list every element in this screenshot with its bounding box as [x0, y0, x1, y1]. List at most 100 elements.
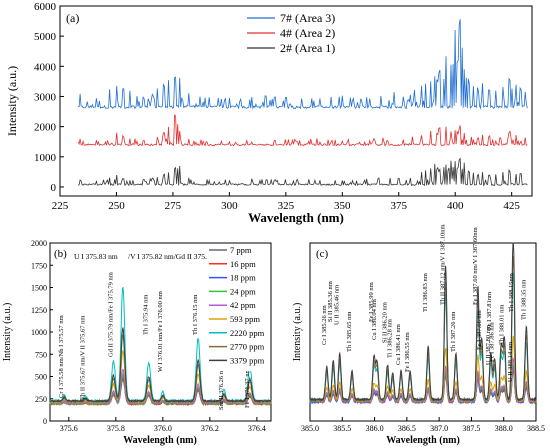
- panel-a-ytick-label: 2000: [34, 122, 57, 134]
- panel-b-xtick-label: 375.6: [60, 424, 78, 433]
- panel-b-legend: 7 ppm 16 ppm 18 ppm 24 ppm 42 ppm 593 ppm 2220…: [207, 244, 270, 371]
- panel-c-annotation: U II 388.14 nm: [507, 342, 514, 382]
- panel-a-xtick-label: 300: [221, 200, 238, 212]
- panel-b: (b) 375.6 375.8 376.0 376.2 376.4 0 250 500 750 1…: [2, 239, 272, 446]
- panel-a-ytick-label: 1000: [34, 152, 57, 164]
- panel-c-annotation: Ti I 386.28 nm: [387, 319, 394, 358]
- panel-b-annotation: Th I 375.94 nm: [143, 295, 150, 335]
- panel-b-ytick-label: 750: [35, 350, 47, 359]
- panel-c-xtick-label: 387.0: [430, 424, 448, 433]
- panel-a-frame: [59, 5, 533, 197]
- panel-c-xlabel: Wavelength (nm): [386, 435, 460, 446]
- panel-c-annotation: U II 387.80 nm: [485, 325, 492, 365]
- panel-b-annotation: Th II 375.67 nm/V II 375.67 nm: [79, 316, 86, 400]
- panel-a-xtick-label: 425: [503, 200, 520, 212]
- panel-b-annotation: Fe I 376.37 nm: [244, 368, 251, 408]
- panel-b-xtick-label: 375.8: [107, 424, 125, 433]
- panel-c-annotation: Fe I 385.99 nm: [368, 282, 375, 322]
- panel-c-label: (c): [316, 248, 329, 260]
- panel-c-xtick-label: 388.5: [527, 424, 545, 433]
- panel-a-legend: 7# (Area 3)4# (Area 2)2# (Area 1): [247, 11, 335, 55]
- panel-a: (a) 225 250 275 300 325 350 375 400 425 0 1000 2000…: [5, 1, 533, 225]
- panel-a-xtick-label: 375: [391, 200, 408, 212]
- panel-b-xtick-label: 376.4: [248, 424, 266, 433]
- panel-a-legend-label: 2# (Area 1): [280, 41, 335, 55]
- panel-c-xtick-label: 388.0: [495, 424, 513, 433]
- panel-a-xtick-label: 350: [334, 200, 351, 212]
- panel-a-ytick-label: 6000: [34, 1, 57, 13]
- panel-b-ytick-label: 1500: [31, 284, 47, 293]
- panel-a-xtick-label: 275: [165, 200, 182, 212]
- panel-b-series: [49, 287, 272, 407]
- spectrum-line: [309, 242, 537, 403]
- panel-a-legend-label: 4# (Area 2): [280, 26, 335, 40]
- panel-b-legend-label: 2770 ppm: [230, 342, 265, 352]
- panel-b-xlabel: Wavelength (nm): [123, 435, 197, 446]
- panel-c-xtick-label: 385.5: [333, 424, 351, 433]
- panel-b-legend-label: 16 ppm: [230, 259, 256, 269]
- panel-c-annotation: Th I 385.65 nm: [346, 312, 353, 352]
- panel-b-legend-bg: [207, 244, 270, 371]
- spectrum-line: [309, 364, 537, 405]
- panel-c-annotation: Fe I 387.66 nm: [476, 310, 483, 350]
- panel-b-xtick-label: 376.0: [154, 424, 172, 433]
- panel-c-annotation: Ti I 386.83 nm: [422, 273, 429, 312]
- panel-b-ytick-label: 250: [35, 395, 47, 404]
- panel-a-ytick-label: 3000: [34, 91, 57, 103]
- panel-c-annotation: Th I 387.26 nm: [450, 312, 457, 352]
- panel-a-axes: 225 250 275 300 325 350 375 400 425 0 1000 2000 3000…: [34, 1, 520, 212]
- panel-b-ytick-label: 500: [35, 373, 47, 382]
- panel-c-annotation: Fe I 387.81nm: [486, 292, 493, 330]
- panel-a-xtick-label: 225: [52, 200, 69, 212]
- panel-b-ytick-label: 1250: [31, 306, 47, 315]
- panel-c-annotation: Fe I 386.55 nm: [404, 332, 411, 372]
- panel-a-series-line: [77, 113, 528, 147]
- panel-a-label: (a): [66, 11, 79, 25]
- spectrum-line: [50, 327, 272, 404]
- panel-c-annotation: Th I 388.35 nm: [520, 280, 527, 320]
- panel-b-xtick-label: 376.2: [201, 424, 219, 433]
- panel-b-legend-label: 2220 ppm: [230, 328, 265, 338]
- panel-a-xtick-label: 400: [447, 200, 464, 212]
- panel-c-annotation: Cu I 386.04 nm: [371, 299, 378, 340]
- panel-b-annotations: U I 375.83 nm/V I 375.82 nm/Gd II 375.83…: [58, 252, 251, 410]
- panel-c-annotation: Th II 387.12 nm/V I 387.10nm: [440, 224, 447, 305]
- panel-b-legend-label: 42 ppm: [230, 300, 256, 310]
- panel-b-legend-label: 3379 ppm: [230, 355, 265, 365]
- panel-b-annotation-main: U I 375.83 nm: [74, 252, 118, 261]
- panel-a-xtick-label: 325: [278, 200, 295, 212]
- panel-c-annotation: Cr I 385.26 nm: [321, 305, 328, 345]
- panel-c-annotation: U II 385.46 nm: [334, 285, 341, 325]
- panel-c-xtick-label: 386.0: [366, 424, 384, 433]
- spectrum-line: [309, 364, 537, 405]
- panel-c: (c) 385.0 385.5 386.0 386.5 387.0 387.5 388.0 3…: [292, 224, 545, 446]
- spectrum-line: [309, 356, 537, 404]
- panel-b-ytick-label: 0: [43, 417, 47, 426]
- panel-b-annotation: Th I 376.15 nm: [192, 295, 199, 335]
- panel-c-xtick-label: 386.5: [398, 424, 416, 433]
- panel-c-annotation: Th I 388.15nm: [508, 273, 515, 312]
- panel-b-annotation: W I 376.01 nm/Fe I 376.00 nm: [157, 291, 164, 372]
- panel-a-ytick-label: 4000: [34, 61, 57, 73]
- panel-b-axes: 375.6 375.8 376.0 376.2 376.4 0 250 500 750 1000 1…: [31, 239, 266, 433]
- panel-c-annotation: Si II 385.36 nm: [327, 281, 334, 322]
- panel-b-ytick-label: 1000: [31, 328, 47, 337]
- panel-b-annotation: Sm II 376.26 nm: [218, 366, 225, 410]
- panel-c-annotation: Fe I 387.86 nm: [489, 322, 496, 362]
- panel-a-series: [77, 19, 528, 187]
- panel-b-legend-label: 7 ppm: [230, 245, 252, 255]
- panel-b-annotation-main-rest: /V I 375.82 nm/Gd II 375.83 nm: [128, 252, 226, 261]
- panel-b-ylabel: Intensity (a.u.): [2, 303, 13, 362]
- panel-b-label: (b): [54, 248, 67, 260]
- panel-b-annotation: Gd II 375.79 nm/Fe I 375.79 nm: [107, 272, 114, 357]
- panel-a-ylabel: Intensity (a.u.): [5, 66, 19, 136]
- panel-c-annotation: Si II 386.20 nm: [381, 302, 388, 343]
- panel-a-xtick-label: 250: [108, 200, 125, 212]
- panel-c-axes: 385.0 385.5 386.0 386.5 387.0 387.5 388.0 388.5: [301, 417, 545, 433]
- panel-a-ytick-label: 5000: [34, 31, 57, 43]
- panel-c-series: [309, 242, 537, 405]
- panel-c-annotation: Fe I 387.60 nm/V I 387.60nm: [472, 227, 479, 305]
- panel-c-frame: [309, 242, 537, 422]
- panel-b-legend-label: 18 ppm: [230, 273, 256, 283]
